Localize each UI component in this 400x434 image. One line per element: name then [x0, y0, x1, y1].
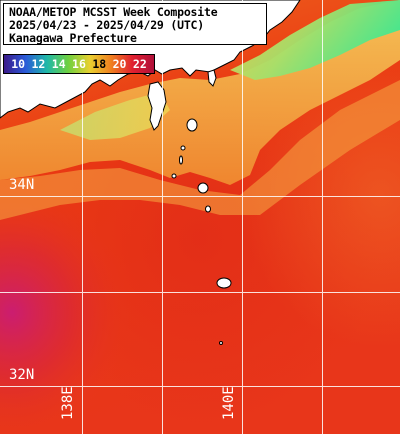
izu-oshima: [186, 118, 198, 132]
temperature-legend: 10 12 14 16 18 20 22: [3, 54, 155, 74]
niijima: [179, 155, 183, 165]
legend-tick-20: 20: [112, 57, 127, 71]
legend-tick-10: 10: [11, 57, 26, 71]
legend-tick-16: 16: [72, 57, 86, 71]
toshima: [180, 145, 186, 151]
longitude-label-140e: 140E: [221, 386, 237, 420]
legend-tick-18: 18: [92, 57, 107, 71]
mikurajima: [205, 205, 211, 213]
miyakejima: [197, 182, 209, 194]
hachijojima: [216, 277, 232, 289]
miura-peninsula: [207, 69, 217, 87]
aogashima: [219, 341, 223, 345]
legend-tick-14: 14: [51, 57, 66, 71]
latitude-label-34n: 34N: [9, 177, 35, 193]
title-line-3: Kanagawa Prefecture: [9, 31, 137, 45]
latitude-label-32n: 32N: [9, 367, 35, 383]
longitude-label-138e: 138E: [60, 386, 76, 420]
map-title: NOAA/METOP MCSST Week Composite 2025/04/…: [3, 3, 267, 45]
bay-water: [60, 92, 170, 140]
title-line-2: 2025/04/23 - 2025/04/29 (UTC): [9, 18, 204, 32]
legend-tick-22: 22: [132, 57, 147, 71]
shikinejima: [171, 173, 177, 179]
northeast-water: [230, 0, 400, 80]
title-line-1: NOAA/METOP MCSST Week Composite: [9, 5, 218, 19]
legend-tick-12: 12: [31, 57, 46, 71]
